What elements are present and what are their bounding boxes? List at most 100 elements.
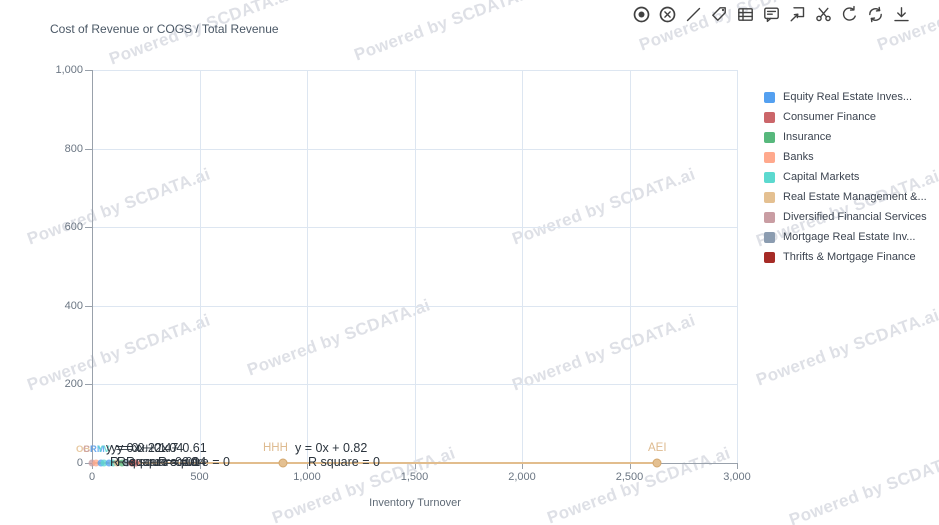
- legend-label: Mortgage Real Estate Inv...: [783, 231, 916, 243]
- point-label-fragment: YV: [97, 444, 110, 455]
- data-point[interactable]: [92, 459, 100, 467]
- legend-swatch: [764, 91, 775, 103]
- gridline: [92, 384, 737, 386]
- legend-swatch: [764, 251, 775, 263]
- y-tick-label: 800: [64, 142, 83, 155]
- data-point[interactable]: [105, 459, 113, 467]
- legend-label: Real Estate Management &...: [783, 191, 927, 203]
- y-tick-label: 1,000: [55, 64, 83, 76]
- data-point[interactable]: [123, 459, 131, 467]
- undo-icon[interactable]: [840, 5, 859, 24]
- x-tick: [199, 463, 201, 469]
- point-label-fragment: CF: [83, 444, 96, 455]
- tag-icon[interactable]: [710, 5, 729, 24]
- legend-swatch: [764, 231, 775, 243]
- x-tick-label: 2,500: [615, 471, 644, 483]
- data-point[interactable]: [100, 459, 108, 467]
- annotation: y = 0x + 0.82: [295, 441, 368, 455]
- legend-item[interactable]: Capital Markets: [764, 167, 927, 187]
- legend-label: Equity Real Estate Inves...: [783, 91, 913, 103]
- legend-swatch: [764, 131, 775, 143]
- y-tick: [85, 227, 92, 229]
- download-icon[interactable]: [892, 5, 911, 24]
- x-tick-label: 500: [190, 471, 209, 483]
- legend-swatch: [764, 111, 775, 123]
- data-point[interactable]: [128, 459, 136, 467]
- legend-item[interactable]: Banks: [764, 147, 927, 167]
- x-tick: [307, 463, 308, 469]
- y-tick: [85, 148, 92, 150]
- circle-x-icon[interactable]: [658, 5, 677, 24]
- x-axis-title: Inventory Turnover: [369, 497, 461, 509]
- gridline: [737, 70, 738, 463]
- data-point[interactable]: [132, 459, 140, 467]
- legend-swatch: [764, 151, 775, 163]
- y-tick-label: 400: [64, 299, 83, 312]
- data-point[interactable]: [118, 459, 126, 467]
- legend-item[interactable]: Thrifts & Mortgage Finance: [764, 247, 927, 267]
- legend-label: Insurance: [783, 131, 832, 143]
- x-tick-label: 1,000: [293, 471, 321, 483]
- annotation: R square = 0: [308, 455, 380, 469]
- annotation: AEI: [648, 442, 667, 454]
- gridline: [522, 70, 523, 463]
- annotation: y = 0x + 0.47: [106, 441, 179, 455]
- y-tick: [85, 70, 92, 71]
- annotation: R square = 0: [126, 455, 198, 469]
- scissors-icon[interactable]: [814, 5, 833, 24]
- legend-item[interactable]: Equity Real Estate Inves...: [764, 87, 927, 107]
- chart-title: Cost of Revenue or COGS / Total Revenue: [50, 22, 279, 36]
- legend-item[interactable]: Diversified Financial Services: [764, 207, 927, 227]
- gridline: [92, 305, 737, 307]
- annotation: y = 0x + 1.04: [111, 441, 184, 455]
- legend-item[interactable]: Consumer Finance: [764, 107, 927, 127]
- refresh-icon[interactable]: [866, 5, 885, 24]
- gridline: [307, 70, 308, 463]
- x-tick: [629, 463, 631, 469]
- y-axis-line: [92, 70, 93, 463]
- legend-label: Thrifts & Mortgage Finance: [783, 251, 916, 263]
- legend-swatch: [764, 191, 775, 203]
- legend-item[interactable]: Insurance: [764, 127, 927, 147]
- y-tick-label: 600: [64, 221, 83, 234]
- annotation: y = 0.22x + 0.61: [117, 441, 207, 455]
- y-tick: [85, 384, 92, 386]
- x-tick-label: 2,000: [508, 471, 536, 483]
- data-point[interactable]: [652, 458, 662, 468]
- chart-toolbar: [632, 5, 911, 24]
- data-point[interactable]: [88, 459, 96, 467]
- gridline: [92, 227, 737, 229]
- legend: Equity Real Estate Inves... Consumer Fina…: [764, 87, 927, 267]
- legend-label: Diversified Financial Services: [783, 211, 927, 223]
- point-label-fragment: RM: [90, 444, 105, 455]
- annotation: R square = 0.01: [110, 455, 200, 469]
- data-point[interactable]: [97, 459, 105, 467]
- y-tick: [85, 305, 92, 307]
- data-point[interactable]: [109, 459, 117, 467]
- legend-label: Capital Markets: [783, 171, 860, 183]
- legend-item[interactable]: Mortgage Real Estate Inv...: [764, 227, 927, 247]
- comment-icon[interactable]: [762, 5, 781, 24]
- y-tick-label: 0: [76, 457, 83, 469]
- trendline: [92, 461, 658, 465]
- x-tick-label: 1,500: [400, 471, 429, 483]
- y-tick-label: 200: [64, 378, 83, 391]
- flag-select-icon[interactable]: [788, 5, 807, 24]
- data-point[interactable]: [113, 459, 121, 467]
- annotation: R square = 0.04: [117, 455, 207, 469]
- data-point[interactable]: [278, 458, 288, 468]
- x-tick: [414, 463, 416, 469]
- table-icon[interactable]: [736, 5, 755, 24]
- gridline: [629, 70, 631, 463]
- gridline: [199, 70, 201, 463]
- annotation: R square = 0: [158, 455, 230, 469]
- legend-item[interactable]: Real Estate Management &...: [764, 187, 927, 207]
- line-tool-icon[interactable]: [684, 5, 703, 24]
- gridline: [414, 70, 416, 463]
- legend-swatch: [764, 211, 775, 223]
- target-icon[interactable]: [632, 5, 651, 24]
- legend-label: Banks: [783, 151, 814, 163]
- legend-label: Consumer Finance: [783, 111, 876, 123]
